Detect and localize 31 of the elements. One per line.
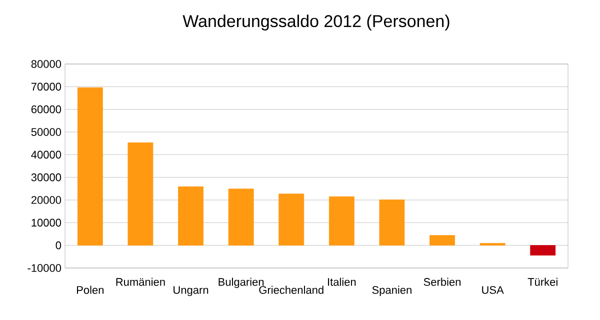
bar	[228, 188, 254, 246]
y-tick-label: 60000	[31, 105, 62, 114]
x-tick-label: Serbien	[424, 278, 460, 286]
bar	[430, 235, 455, 246]
bar	[178, 186, 204, 246]
chart-title: Wanderungssaldo 2012 (Personen)	[182, 14, 450, 31]
x-tick-label: Türkei	[528, 278, 558, 286]
bar	[278, 194, 304, 246]
bar	[77, 87, 103, 246]
y-tick-label: 80000	[31, 60, 62, 68]
bar	[530, 245, 556, 256]
x-tick-label: Polen	[76, 286, 104, 294]
x-tick-label: Rumänien	[116, 278, 165, 286]
y-tick-label: 30000	[31, 173, 62, 182]
x-tick-label: Italien	[328, 278, 356, 286]
x-tick-label: Bulgarien	[218, 278, 264, 288]
bar	[379, 200, 405, 246]
x-tick-label: Griechenland	[259, 286, 324, 294]
y-tick-label: -10000	[28, 264, 62, 272]
y-tick-label: 20000	[31, 196, 62, 204]
x-tick-label: Spanien	[372, 286, 412, 296]
x-tick-label: USA	[482, 286, 504, 294]
x-tick-label: Ungarn	[174, 286, 208, 296]
bar	[328, 196, 354, 246]
y-tick-label: 50000	[31, 128, 62, 136]
bar	[128, 142, 154, 246]
y-tick-label: 0	[56, 241, 62, 250]
y-tick-label: 40000	[31, 150, 62, 159]
y-tick-label: 70000	[31, 82, 62, 91]
bar	[480, 243, 506, 246]
y-tick-label: 10000	[32, 218, 62, 227]
